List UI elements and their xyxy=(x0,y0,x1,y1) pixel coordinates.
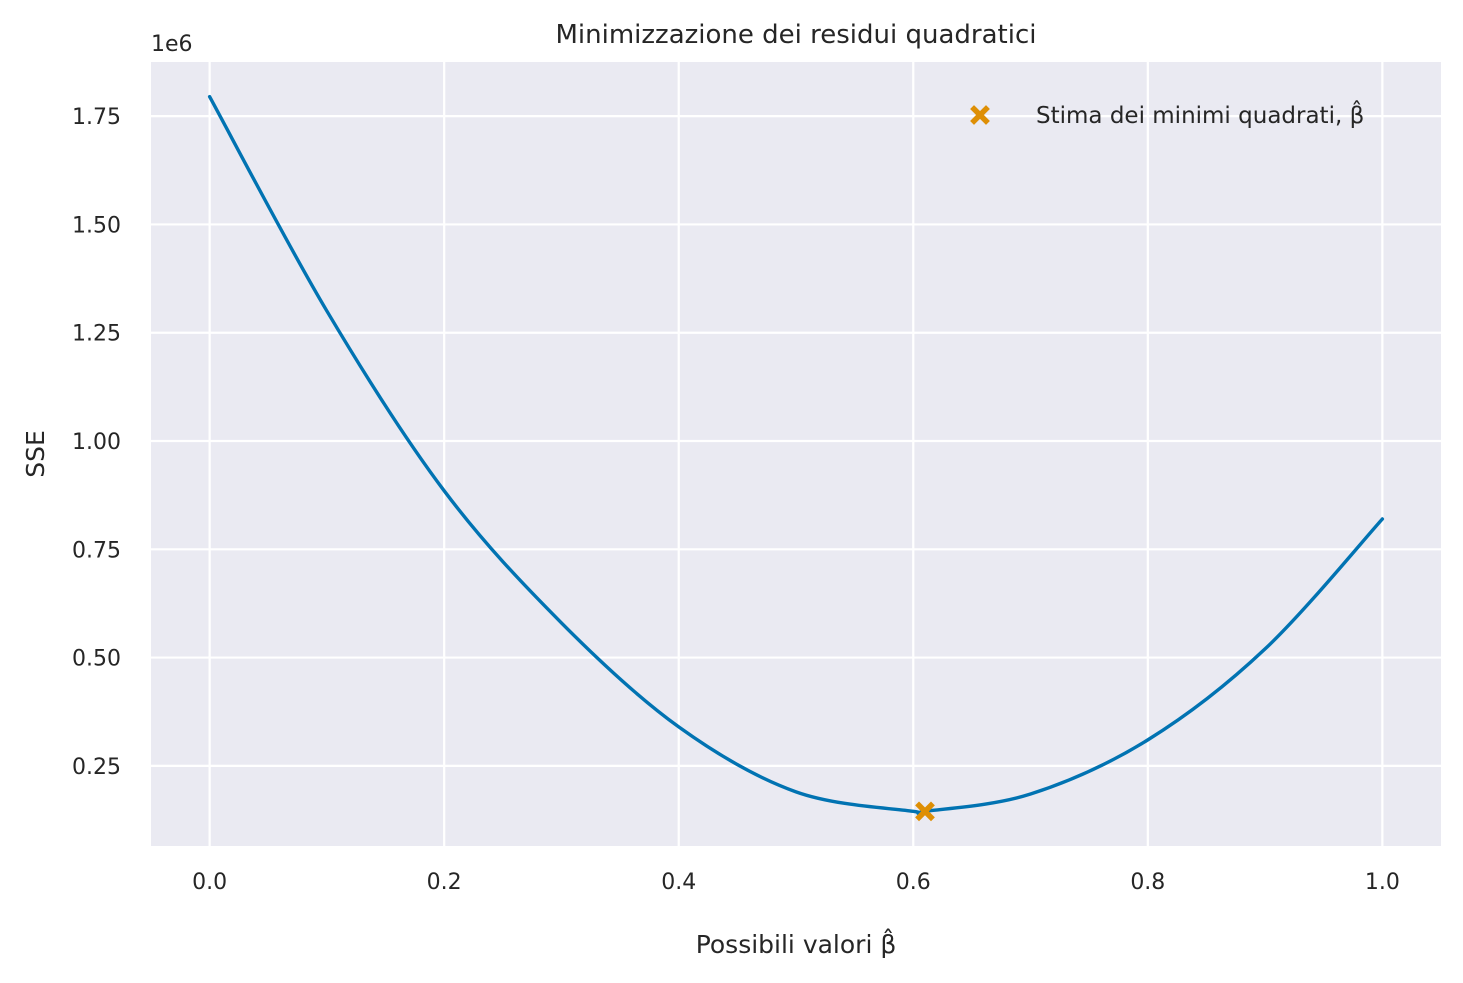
y-tick-label: 1.50 xyxy=(72,213,121,238)
legend: Stima dei minimi quadrati, β̂ xyxy=(970,100,1364,129)
x-axis-label: Possibili valori β̂ xyxy=(696,928,897,959)
y-axis-label: SSE xyxy=(21,430,50,478)
y-tick-label: 0.50 xyxy=(72,647,121,672)
y-tick-label: 1.75 xyxy=(72,105,121,130)
plot-area xyxy=(151,62,1441,846)
x-tick-label: 1.0 xyxy=(1365,870,1400,895)
y-tick-label: 0.75 xyxy=(72,538,121,563)
y-tick-label: 1.25 xyxy=(72,322,121,347)
sse-curve-line xyxy=(207,94,1385,816)
x-tick-label: 0.2 xyxy=(427,870,462,895)
x-tick-label: 0.6 xyxy=(896,870,931,895)
legend-marker-icon xyxy=(970,105,990,125)
series-layer xyxy=(207,94,1385,822)
y-offset-label: 1e6 xyxy=(151,32,193,57)
legend-entry-label: Stima dei minimi quadrati, β̂ xyxy=(1036,100,1364,129)
x-tick-label: 0.4 xyxy=(661,870,696,895)
x-tick-label: 0.0 xyxy=(192,870,227,895)
least-squares-estimate-point xyxy=(915,801,935,822)
tick-labels: 0.0 0.2 0.4 0.6 0.8 1.0 0.25 0.50 0.75 1.00 1.25 1.… xyxy=(72,105,1400,895)
y-tick-label: 1.00 xyxy=(72,430,121,455)
y-tick-label: 0.25 xyxy=(72,755,121,780)
grid-lines xyxy=(151,62,1441,846)
chart-title: Minimizzazione dei residui quadratici xyxy=(556,20,1037,50)
x-tick-label: 0.8 xyxy=(1130,870,1165,895)
legend-x-marker xyxy=(970,105,990,125)
